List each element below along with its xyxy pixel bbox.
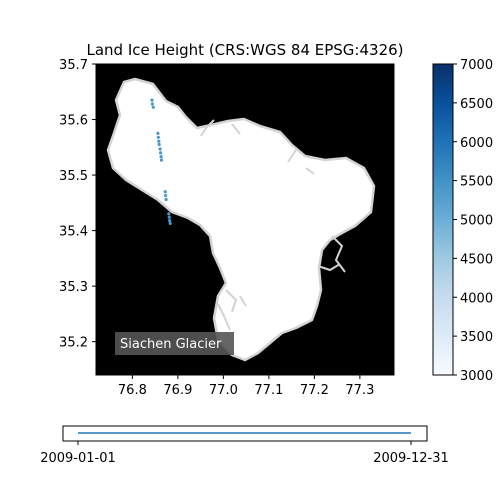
- ice-height-point: [159, 158, 164, 162]
- ice-height-point: [156, 135, 160, 139]
- timeline-tick-label: 2009-01-01: [40, 451, 116, 466]
- colorbar-tick-label: 5000: [460, 214, 493, 229]
- chart-title: Land Ice Height (CRS:WGS 84 EPSG:4326): [86, 41, 403, 59]
- ice-height-point: [167, 215, 171, 219]
- ice-height-point: [164, 197, 168, 202]
- ice-height-point: [167, 212, 171, 216]
- colorbar-tick-label: 6500: [460, 97, 493, 112]
- y-tick-label: 35.7: [59, 58, 88, 73]
- ice-height-point: [156, 131, 160, 135]
- ice-height-points: [150, 98, 172, 225]
- x-tick-label: 77.1: [254, 383, 283, 398]
- colorbar-tick-label: 4000: [460, 291, 493, 306]
- y-tick-label: 35.2: [59, 336, 88, 351]
- x-tick-label: 77.3: [345, 383, 374, 398]
- y-axis: 35.2 35.3 35.4 35.5 35.6 35.7: [59, 58, 96, 351]
- ice-height-point: [163, 190, 167, 194]
- colorbar-axis: 3000 3500 4000 4500 5000 5500 6000 6500 7000: [453, 58, 493, 384]
- ice-height-point: [168, 219, 172, 223]
- x-tick-label: 77.2: [300, 383, 329, 398]
- y-tick-label: 35.6: [59, 114, 88, 129]
- y-tick-label: 35.5: [59, 169, 88, 184]
- annotation-label: Siachen Glacier: [120, 337, 222, 352]
- x-axis: 76.8 76.9 77.0 77.1 77.2 77.3: [118, 375, 374, 398]
- timeline-tick-label: 2009-12-31: [373, 451, 449, 466]
- x-tick-label: 77.0: [209, 383, 238, 398]
- annotation-box: [115, 332, 234, 355]
- colorbar-tick-label: 3000: [460, 369, 493, 384]
- x-tick-label: 76.8: [118, 383, 147, 398]
- ice-height-point: [151, 105, 155, 109]
- colorbar-tick-label: 4500: [460, 252, 493, 267]
- ice-height-point: [168, 221, 172, 225]
- y-tick-label: 35.3: [59, 280, 88, 295]
- ice-height-point: [157, 142, 161, 147]
- glacier-inner-lines: [200, 119, 346, 331]
- ice-height-point: [150, 102, 154, 106]
- ice-height-point: [159, 151, 163, 155]
- colorbar-tick-label: 6000: [460, 136, 493, 151]
- colorbar-tick-label: 3500: [460, 330, 493, 345]
- x-tick-label: 76.9: [163, 383, 192, 398]
- ice-height-point: [158, 147, 162, 151]
- timeline-axis: 2009-01-01 2009-12-31: [40, 441, 449, 466]
- y-tick-label: 35.4: [59, 225, 88, 240]
- map-frame: [95, 63, 395, 376]
- ice-height-point: [150, 98, 154, 102]
- ice-height-point: [164, 194, 168, 198]
- ice-height-point: [159, 155, 163, 159]
- colorbar-tick-label: 7000: [460, 58, 493, 73]
- ice-height-point: [157, 139, 161, 143]
- colorbar-tick-label: 5500: [460, 175, 493, 190]
- glacier-outline: [106, 77, 376, 362]
- colorbar: [432, 63, 454, 376]
